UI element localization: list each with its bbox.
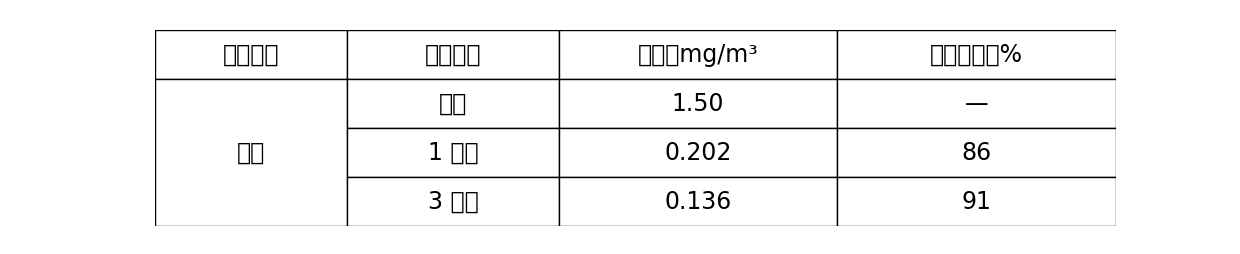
Text: —: — xyxy=(965,92,988,116)
Bar xyxy=(837,30,1116,79)
Text: 0.136: 0.136 xyxy=(665,190,732,214)
Bar xyxy=(837,79,1116,128)
Text: 检验项目: 检验项目 xyxy=(223,43,279,67)
Bar xyxy=(347,128,559,177)
Bar xyxy=(837,177,1116,226)
Text: 1.50: 1.50 xyxy=(672,92,724,116)
Bar xyxy=(347,177,559,226)
Text: 91: 91 xyxy=(962,190,992,214)
Text: 甲醛: 甲醛 xyxy=(237,141,265,165)
Text: 0.202: 0.202 xyxy=(665,141,732,165)
Text: 1 小时: 1 小时 xyxy=(428,141,479,165)
Text: 3 小时: 3 小时 xyxy=(428,190,479,214)
Bar xyxy=(837,128,1116,177)
Text: 浓度，mg/m³: 浓度，mg/m³ xyxy=(637,43,759,67)
Bar xyxy=(155,79,347,226)
Bar xyxy=(347,79,559,128)
Text: 初始: 初始 xyxy=(439,92,467,116)
Text: 去除效率，%: 去除效率，% xyxy=(930,43,1023,67)
Bar xyxy=(559,177,837,226)
Bar xyxy=(347,30,559,79)
Text: 作用时间: 作用时间 xyxy=(424,43,481,67)
Bar xyxy=(155,30,347,79)
Text: 86: 86 xyxy=(961,141,992,165)
Bar xyxy=(559,128,837,177)
Bar xyxy=(559,79,837,128)
Bar xyxy=(559,30,837,79)
